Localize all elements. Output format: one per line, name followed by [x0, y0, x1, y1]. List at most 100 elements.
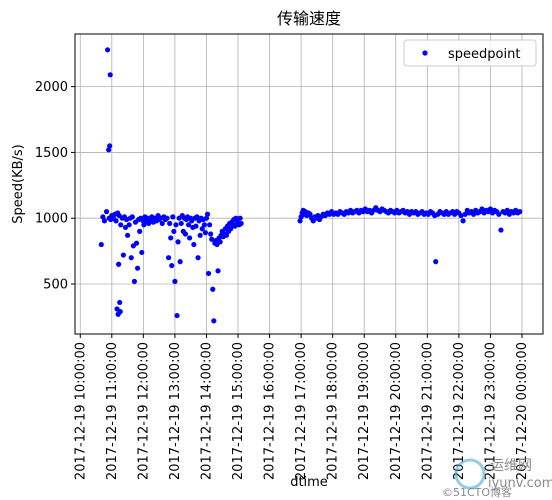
- data-point: [433, 259, 439, 265]
- data-point: [209, 236, 215, 242]
- data-point: [137, 228, 143, 234]
- watermark-brand: 运维网: [490, 458, 532, 474]
- data-point: [208, 231, 214, 237]
- data-point: [191, 241, 197, 248]
- data-point: [128, 255, 134, 261]
- data-point: [166, 255, 172, 261]
- legend-box: [403, 39, 537, 67]
- y-tick-label: 500: [43, 278, 68, 293]
- data-point: [223, 232, 230, 238]
- data-point: [504, 207, 510, 213]
- x-tick-label: 2017-12-19 19:00:00: [357, 342, 372, 480]
- plot-frame: [74, 33, 544, 335]
- data-point: [178, 220, 184, 227]
- watermark-copyright: ©51CTO博客: [442, 485, 512, 499]
- data-point: [201, 222, 207, 228]
- data-point: [479, 206, 485, 212]
- data-point: [141, 222, 147, 228]
- data-point: [199, 226, 205, 232]
- data-point: [175, 239, 181, 245]
- data-point: [194, 214, 200, 220]
- data-point: [129, 214, 135, 220]
- watermark-logo: [454, 458, 486, 490]
- x-tick-label: 2017-12-19 10:00:00: [73, 342, 88, 480]
- data-point: [107, 72, 113, 78]
- data-point: [172, 278, 178, 284]
- x-tick-label: 2017-12-19 12:00:00: [136, 342, 151, 480]
- data-point: [107, 143, 113, 149]
- data-point: [113, 218, 119, 224]
- data-point: [307, 211, 313, 217]
- data-point: [167, 220, 173, 227]
- data-point: [460, 218, 466, 224]
- data-point: [297, 218, 303, 224]
- data-point: [159, 220, 165, 227]
- data-point: [106, 147, 112, 153]
- data-point: [177, 259, 183, 265]
- chart-title: 传输速度: [277, 9, 341, 28]
- data-point: [498, 227, 504, 233]
- x-tick-label: 2017-12-19 20:00:00: [389, 342, 404, 480]
- data-point: [124, 232, 131, 238]
- data-point: [215, 268, 221, 274]
- grid: [75, 34, 543, 334]
- x-tick-label: 2017-12-19 18:00:00: [326, 342, 341, 480]
- data-point: [117, 309, 123, 315]
- data-point: [100, 214, 106, 220]
- data-point: [105, 47, 111, 53]
- data-point: [458, 212, 464, 219]
- data-point: [139, 249, 145, 256]
- data-point: [117, 299, 123, 306]
- data-point: [101, 218, 108, 224]
- axis-ticks: 2017-12-19 10:00:00 2017-12-19 11:00:00 20…: [35, 80, 530, 480]
- data-point: [462, 211, 468, 217]
- data-point: [517, 209, 523, 215]
- watermark: 运维网 iyunv.com ©51CTO博客: [442, 458, 552, 499]
- data-point: [146, 220, 152, 227]
- data-point: [211, 318, 217, 324]
- x-tick-label: 2017-12-19 14:00:00: [199, 342, 214, 480]
- data-point: [116, 261, 122, 267]
- data-point: [185, 222, 192, 228]
- x-tick-label: 2017-12-19 21:00:00: [420, 342, 435, 480]
- data-point: [487, 206, 494, 212]
- data-point: [210, 286, 216, 292]
- data-point: [205, 270, 212, 277]
- x-tick-label: 2017-12-19 17:00:00: [294, 342, 309, 480]
- data-point: [168, 235, 174, 241]
- data-points: [98, 47, 523, 324]
- y-axis-title: Speed(KB/s): [11, 144, 26, 224]
- data-point: [122, 224, 129, 231]
- x-axis-title: dtime: [290, 475, 328, 490]
- x-tick-label: 2017-12-19 15:00:00: [231, 342, 246, 480]
- x-tick-label: 2017-12-19 16:00:00: [263, 342, 278, 480]
- data-point: [202, 230, 209, 236]
- x-tick-label: 2017-12-19 23:00:00: [483, 342, 498, 480]
- data-point: [496, 211, 502, 217]
- data-point: [170, 214, 176, 220]
- data-point: [228, 226, 234, 232]
- x-tick-label: 2017-12-20 00:00:00: [515, 342, 530, 480]
- data-point: [203, 215, 210, 221]
- legend-label-speedpoint: speedpoint: [448, 47, 520, 62]
- data-point: [187, 235, 193, 241]
- data-point: [118, 222, 124, 228]
- data-point: [238, 220, 244, 227]
- data-point: [169, 262, 175, 269]
- data-point: [171, 228, 177, 234]
- y-tick-label: 1000: [35, 212, 68, 227]
- data-point: [217, 239, 223, 245]
- y-tick-label: 1500: [35, 146, 68, 161]
- data-point: [126, 222, 132, 228]
- x-tick-label: 2017-12-19 22:00:00: [452, 342, 467, 480]
- data-point: [204, 211, 211, 217]
- legend-marker: [422, 50, 428, 56]
- data-point: [120, 252, 126, 258]
- data-point: [207, 222, 213, 228]
- data-point: [133, 240, 140, 246]
- data-point: [470, 211, 477, 217]
- y-tick-label: 2000: [35, 80, 68, 95]
- data-point: [195, 255, 201, 261]
- data-point: [197, 232, 203, 238]
- data-point: [164, 215, 170, 221]
